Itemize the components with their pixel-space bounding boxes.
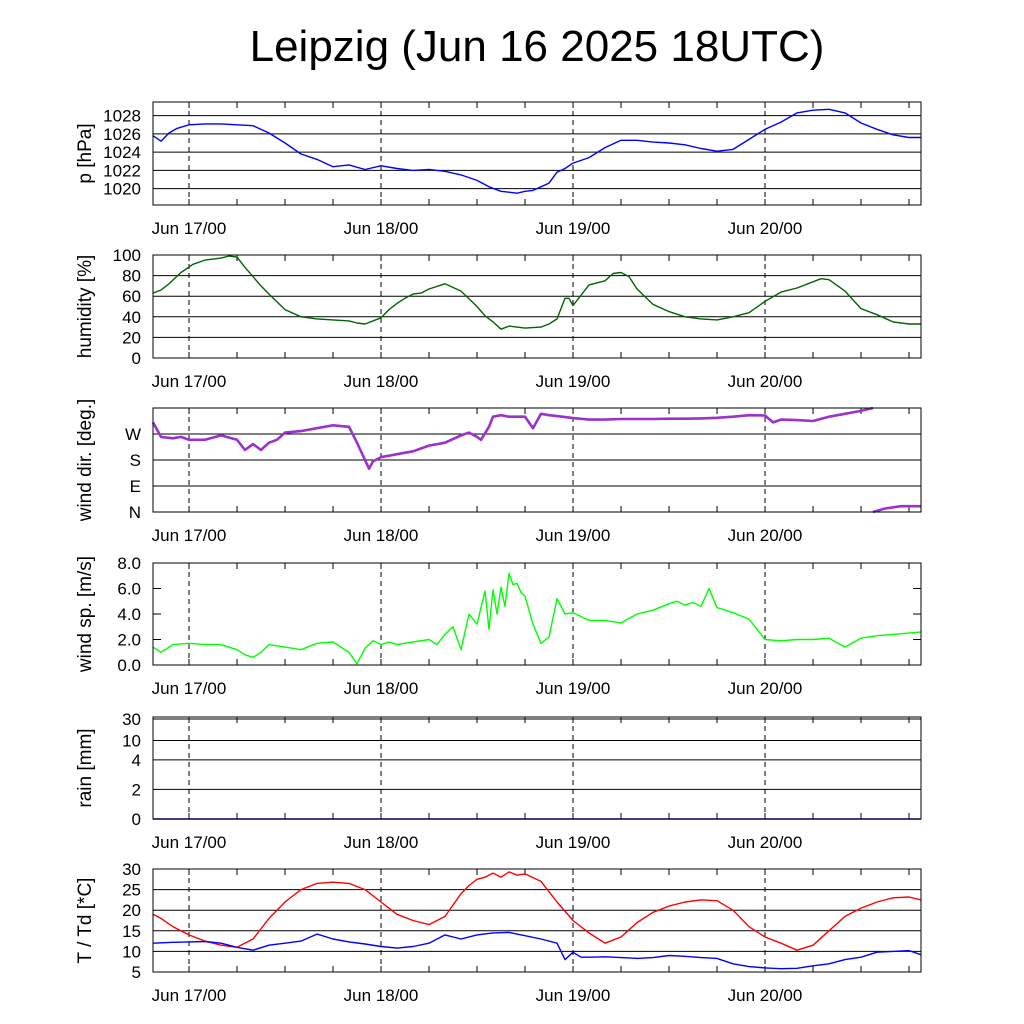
y-axis-label: wind sp. [m/s]	[75, 556, 96, 673]
ytick-label: 15	[122, 922, 141, 941]
ytick-label: 10	[122, 942, 141, 961]
ytick-label: 4.0	[117, 605, 141, 624]
series-line-1	[152, 255, 921, 330]
ytick-label: 4	[132, 751, 141, 770]
ytick-label: 8.0	[117, 554, 141, 573]
xtick-label: Jun 18/00	[344, 679, 419, 698]
ytick-label: 2	[132, 780, 141, 799]
ytick-label: 5	[132, 963, 141, 982]
ytick-label: E	[130, 477, 141, 496]
xtick-label: Jun 20/00	[728, 526, 803, 545]
ytick-label: 0	[132, 810, 141, 829]
plot-frame	[152, 101, 922, 206]
xtick-label: Jun 17/00	[152, 526, 227, 545]
ytick-label: 80	[122, 267, 141, 286]
xtick-label: Jun 19/00	[536, 679, 611, 698]
ytick-label: 1020	[103, 180, 141, 199]
xtick-label: Jun 17/00	[152, 679, 227, 698]
y-axis-label: T / Td [*C]	[75, 878, 96, 964]
page-title: Leipzig (Jun 16 2025 18UTC)	[249, 22, 825, 71]
ytick-label: 2.0	[117, 631, 141, 650]
xtick-label: Jun 19/00	[536, 986, 611, 1005]
series-line-1	[152, 572, 922, 665]
ytick-label: 0.0	[117, 656, 141, 675]
ytick-label: 1024	[103, 143, 141, 162]
ytick-label: 30	[122, 860, 141, 879]
y-axis-label: humidity [%]	[75, 255, 96, 358]
plot-frame	[152, 868, 922, 973]
xtick-label: Jun 17/00	[152, 833, 227, 852]
xtick-label: Jun 19/00	[536, 526, 611, 545]
plot-frame	[152, 562, 922, 666]
ytick-label: 60	[122, 287, 141, 306]
xtick-label: Jun 19/00	[536, 372, 611, 391]
series-line-2	[152, 931, 922, 970]
xtick-label: Jun 20/00	[728, 833, 803, 852]
ytick-label: S	[130, 451, 141, 470]
xtick-label: Jun 20/00	[728, 986, 803, 1005]
xtick-label: Jun 20/00	[728, 372, 803, 391]
ytick-label: 1022	[103, 161, 141, 180]
xtick-label: Jun 17/00	[152, 986, 227, 1005]
series-line-1	[151, 406, 874, 471]
xtick-label: Jun 18/00	[344, 986, 419, 1005]
xtick-label: Jun 18/00	[344, 833, 419, 852]
y-axis-label: p [hPa]	[75, 123, 96, 183]
ytick-label: 1026	[103, 125, 141, 144]
xtick-label: Jun 20/00	[728, 219, 803, 238]
xtick-label: Jun 17/00	[152, 219, 227, 238]
panel-4: 0.0 2.0 4.0 6.0 8.0 Jun 17/00 Jun 18/00 Jun 19/…	[75, 554, 922, 698]
ytick-label: 25	[122, 881, 141, 900]
ytick-label: 1028	[103, 107, 141, 126]
ytick-label: 6.0	[117, 580, 141, 599]
plot-frame	[152, 716, 922, 820]
ytick-label: 100	[113, 246, 141, 265]
ytick-label: N	[129, 503, 141, 522]
xtick-label: Jun 19/00	[536, 833, 611, 852]
xtick-label: Jun 18/00	[344, 372, 419, 391]
plot-frame	[152, 407, 922, 513]
ytick-label: 20	[122, 328, 141, 347]
series-line-2	[872, 504, 921, 514]
ytick-label: 10	[122, 731, 141, 750]
ytick-label: 20	[122, 901, 141, 920]
panel-5: 0 2 410 30 Jun 17/00 Jun 18/00 Jun 19/00 Jun 20…	[75, 710, 922, 852]
ytick-label: 30	[122, 710, 141, 729]
xtick-label: Jun 19/00	[536, 219, 611, 238]
xtick-label: Jun 18/00	[344, 526, 419, 545]
series-line-1	[152, 871, 922, 951]
plot-frame	[152, 254, 922, 359]
ytick-label: W	[125, 425, 141, 444]
y-axis-label: rain [mm]	[75, 728, 96, 807]
xtick-label: Jun 20/00	[728, 679, 803, 698]
xtick-label: Jun 18/00	[344, 219, 419, 238]
y-axis-label: wind dir. [deg.]	[75, 399, 96, 523]
ytick-label: 0	[132, 349, 141, 368]
xtick-label: Jun 17/00	[152, 372, 227, 391]
series-line-1	[152, 108, 921, 194]
ytick-label: 40	[122, 308, 141, 327]
